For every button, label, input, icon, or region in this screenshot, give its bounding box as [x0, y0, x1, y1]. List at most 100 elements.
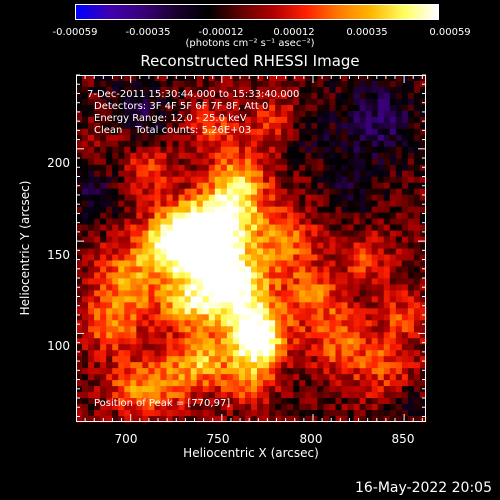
heatmap-cell [76, 416, 83, 423]
heatmap-cell [142, 416, 149, 423]
heatmap-cell [323, 116, 330, 124]
heatmap-cell [118, 86, 125, 94]
heatmap-cell [419, 308, 427, 315]
heatmap-cell [244, 248, 252, 255]
heatmap-cell [154, 326, 161, 333]
heatmap-cell [82, 92, 89, 100]
heatmap-cell [94, 224, 101, 231]
heatmap-cell [251, 170, 258, 178]
heatmap-cell [196, 146, 204, 154]
heatmap-cell [118, 194, 125, 202]
heatmap-cell [377, 122, 385, 130]
heatmap-cell [160, 380, 167, 387]
heatmap-cell [202, 356, 210, 363]
heatmap-cell [383, 302, 391, 309]
heatmap-cell [401, 344, 409, 351]
heatmap-cell [202, 260, 210, 267]
heatmap-cell [184, 206, 192, 214]
heatmap-cell [371, 146, 379, 154]
heatmap-cell [160, 75, 167, 82]
heatmap-cell [178, 140, 186, 148]
heatmap-cell [220, 75, 228, 82]
heatmap-cell [269, 290, 276, 297]
heatmap-cell [100, 122, 107, 130]
heatmap-cell [263, 344, 270, 351]
heatmap-cell [395, 75, 403, 82]
heatmap-cell [263, 98, 270, 106]
colorbar-segment [129, 5, 133, 19]
heatmap-cell [220, 356, 228, 363]
heatmap-cell [401, 170, 409, 178]
heatmap-cell [112, 254, 119, 261]
heatmap-cell [281, 146, 288, 154]
heatmap-cell [413, 194, 421, 202]
heatmap-cell [311, 242, 318, 249]
heatmap-cell [124, 146, 131, 154]
heatmap-cell [142, 260, 149, 267]
heatmap-cell [100, 248, 107, 255]
heatmap-cell [142, 158, 149, 166]
heatmap-cell [269, 386, 276, 393]
x-tick-label: 700 [114, 432, 138, 446]
heatmap-cell [166, 80, 173, 88]
heatmap-cell [323, 398, 330, 405]
heatmap-cell [172, 356, 179, 363]
heatmap-cell [401, 98, 409, 106]
heatmap-cell [263, 392, 270, 399]
heatmap-cell [263, 326, 270, 333]
heatmap-cell [142, 170, 149, 178]
heatmap-cell [130, 356, 137, 363]
heatmap-cell [389, 224, 397, 231]
heatmap-cell [275, 218, 282, 225]
heatmap-cell [329, 158, 336, 166]
heatmap-cell [190, 200, 198, 208]
heatmap-cell [287, 200, 294, 208]
heatmap-cell [94, 194, 101, 202]
heatmap-cell [106, 362, 113, 369]
heatmap-cell [257, 152, 264, 160]
heatmap-cell [371, 75, 379, 82]
heatmap-cell [251, 260, 258, 267]
heatmap-cell [341, 194, 348, 202]
heatmap-cell [208, 254, 216, 261]
heatmap-cell [389, 284, 397, 291]
heatmap-cell [118, 104, 125, 112]
heatmap-cell [106, 182, 113, 190]
heatmap-cell [377, 398, 385, 405]
colorbar-segment [191, 5, 194, 19]
heatmap-cell [377, 230, 385, 237]
heatmap-cell [136, 176, 143, 184]
heatmap-cell [371, 188, 379, 196]
heatmap-cell [202, 110, 210, 118]
heatmap-cell [263, 146, 270, 154]
heatmap-cell [257, 386, 264, 393]
heatmap-cell [401, 332, 409, 339]
heatmap-cell [184, 248, 192, 255]
heatmap-cell [106, 398, 113, 405]
colorbar-segment [402, 5, 405, 19]
heatmap-cell [184, 92, 192, 100]
heatmap-cell [232, 338, 240, 345]
heatmap-cell [341, 110, 348, 118]
heatmap-cell [341, 260, 348, 267]
heatmap-cell [335, 320, 342, 327]
heatmap-cell [124, 356, 131, 363]
heatmap-cell [329, 332, 336, 339]
heatmap-cell [76, 194, 83, 202]
heatmap-cell [238, 380, 246, 387]
heatmap-cell [184, 242, 192, 249]
heatmap-cell [377, 200, 385, 208]
heatmap-cell [76, 260, 83, 267]
heatmap-cell [154, 338, 161, 345]
heatmap-cell [124, 386, 131, 393]
colorbar-segment [362, 5, 366, 19]
heatmap-cell [383, 248, 391, 255]
heatmap-cell [275, 368, 282, 375]
heatmap-cell [263, 296, 270, 303]
heatmap-cell [190, 308, 198, 315]
heatmap-cell [184, 236, 192, 243]
heatmap-cell [413, 320, 421, 327]
heatmap-cell [238, 182, 246, 190]
heatmap-cell [413, 224, 421, 231]
heatmap-cell [166, 230, 173, 237]
